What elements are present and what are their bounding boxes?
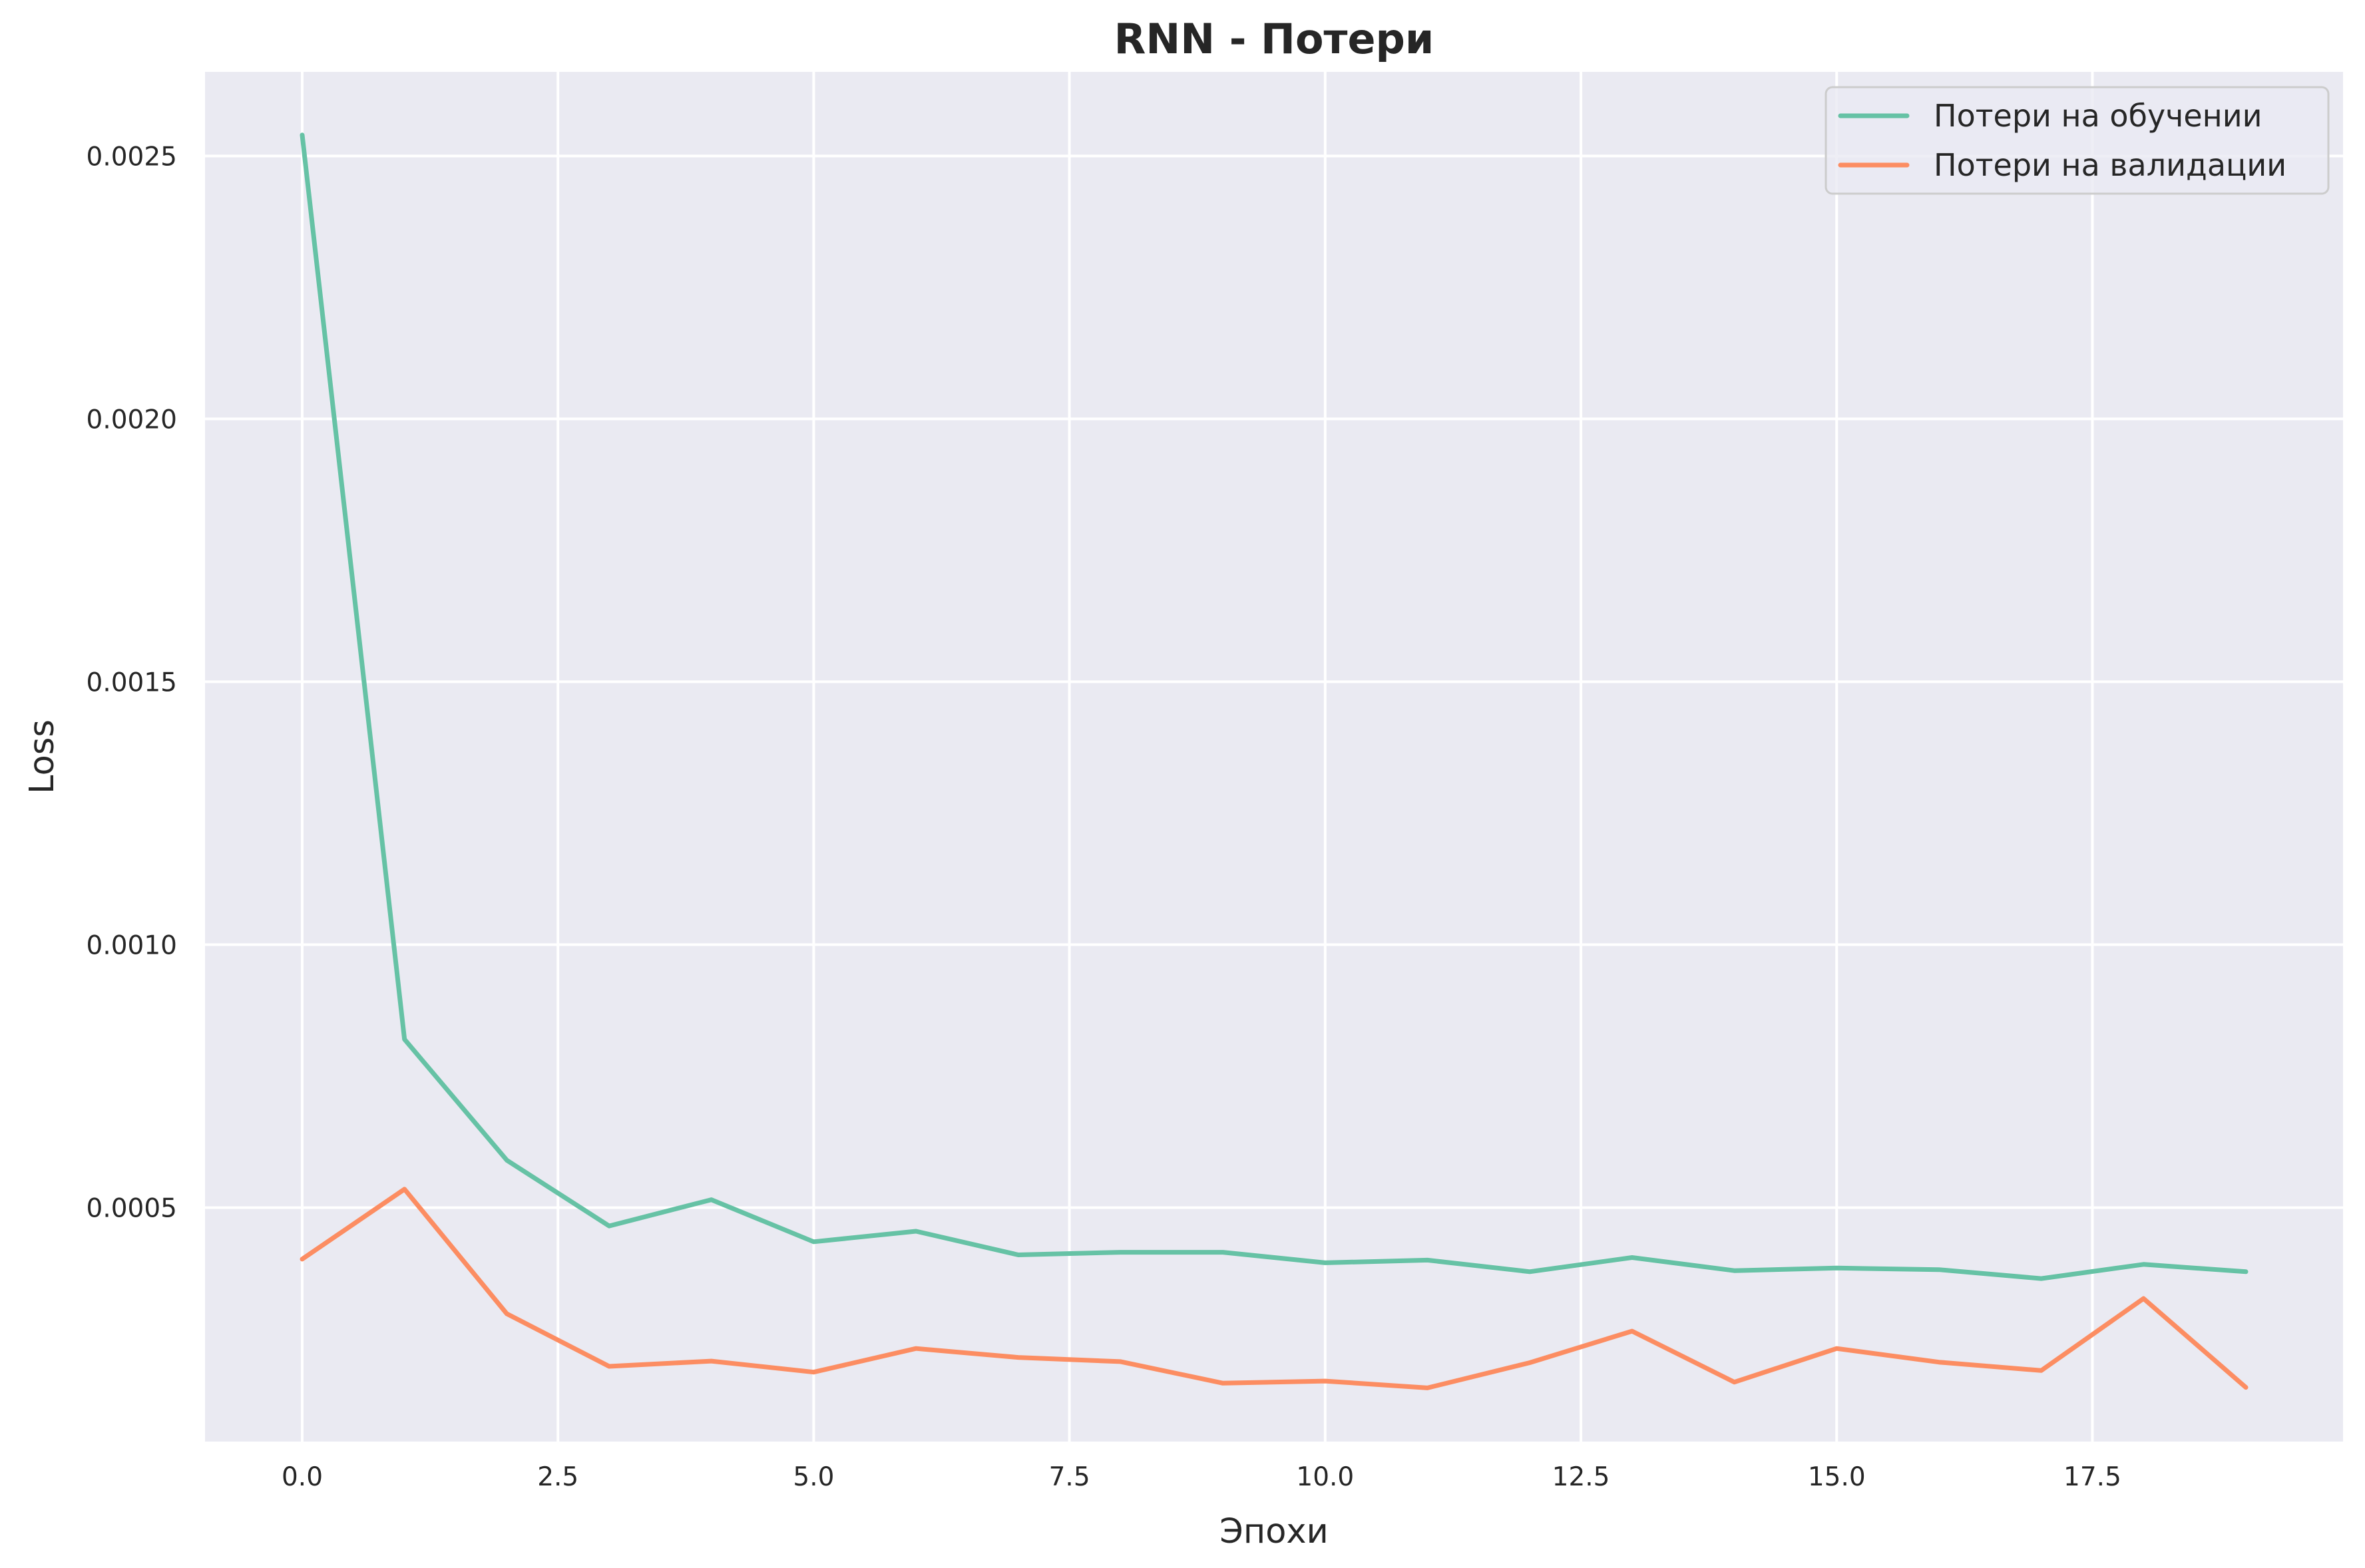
x-tick-label: 12.5 bbox=[1552, 1462, 1610, 1492]
legend-label-validation: Потери на валидации bbox=[1934, 147, 2286, 183]
y-tick-label: 0.0020 bbox=[87, 405, 177, 435]
legend-box bbox=[1825, 86, 2330, 195]
train-loss-line bbox=[300, 132, 2249, 1281]
x-tick-label: 2.5 bbox=[537, 1462, 578, 1492]
x-tick-label: 10.0 bbox=[1296, 1462, 1354, 1492]
x-tick-label: 15.0 bbox=[1808, 1462, 1866, 1492]
validation-loss-line bbox=[300, 1187, 2249, 1390]
y-tick-label: 0.0015 bbox=[87, 668, 177, 697]
y-tick-label: 0.0025 bbox=[87, 142, 177, 172]
x-tick-label: 0.0 bbox=[282, 1462, 323, 1492]
plot-background bbox=[205, 72, 2343, 1442]
legend: Потери на обучении Потери на валидации bbox=[1825, 86, 2330, 195]
series-lines bbox=[300, 132, 2249, 1390]
x-tick-label: 5.0 bbox=[793, 1462, 834, 1492]
y-tick-label: 0.0010 bbox=[87, 930, 177, 960]
x-tick-label: 17.5 bbox=[2063, 1462, 2121, 1492]
y-axis-label: Loss bbox=[23, 719, 62, 794]
x-axis-label: Эпохи bbox=[1219, 1512, 1328, 1551]
chart-title: RNN - Потери bbox=[1114, 15, 1434, 63]
x-tick-label: 7.5 bbox=[1049, 1462, 1090, 1492]
legend-label-train: Потери на обучении bbox=[1934, 98, 2262, 134]
x-tick-labels: 0.0 2.5 5.0 7.5 10.0 12.5 15.0 17.5 bbox=[282, 1462, 2121, 1492]
y-tick-labels: 0.0005 0.0010 0.0015 0.0020 0.0025 bbox=[87, 142, 177, 1223]
y-tick-label: 0.0005 bbox=[87, 1193, 177, 1223]
